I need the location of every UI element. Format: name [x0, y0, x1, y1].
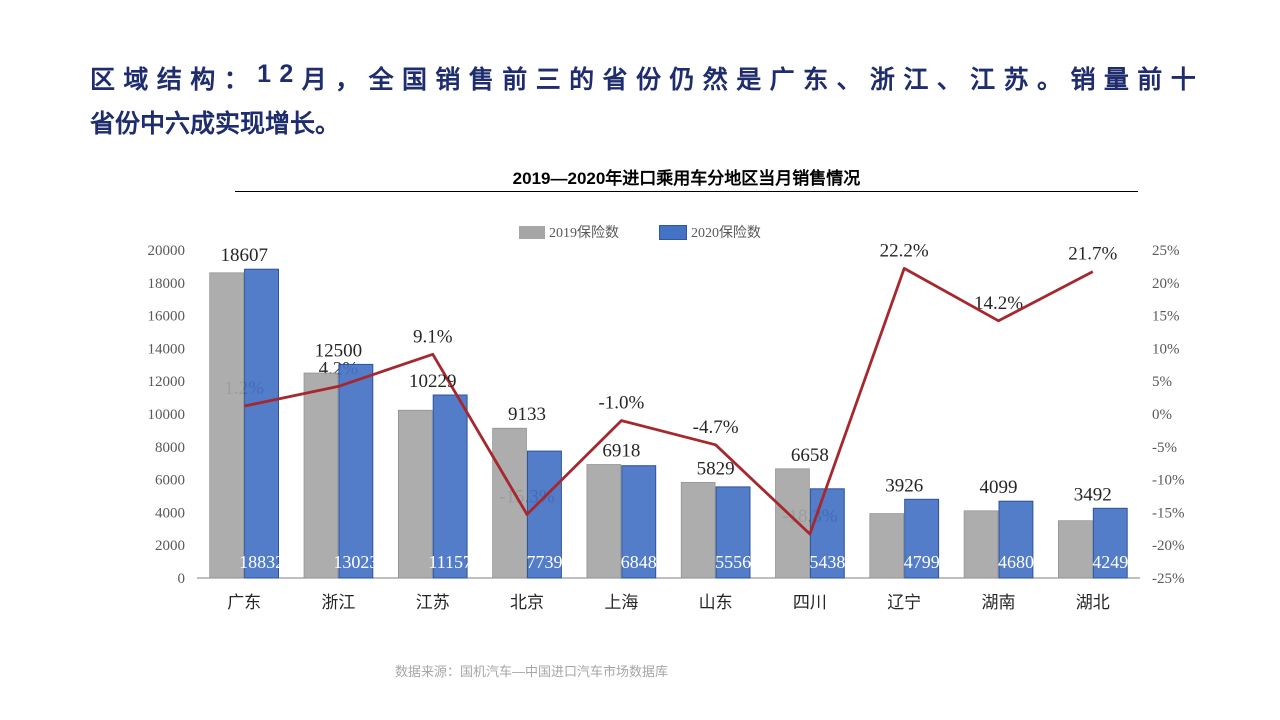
svg-text:5%: 5% — [1152, 374, 1172, 390]
svg-text:10%: 10% — [1152, 341, 1180, 357]
svg-text:9133: 9133 — [508, 404, 546, 425]
svg-text:20000: 20000 — [148, 244, 186, 259]
svg-text:18000: 18000 — [148, 276, 186, 292]
svg-text:3492: 3492 — [1074, 484, 1112, 505]
svg-text:4680: 4680 — [998, 552, 1034, 572]
svg-text:-5%: -5% — [1152, 440, 1177, 456]
svg-text:22.2%: 22.2% — [880, 244, 929, 261]
svg-text:-15%: -15% — [1152, 505, 1185, 521]
svg-text:浙江: 浙江 — [321, 593, 355, 612]
svg-text:5438: 5438 — [809, 552, 845, 572]
svg-text:18832: 18832 — [239, 552, 284, 572]
svg-text:6658: 6658 — [791, 445, 829, 466]
svg-text:16000: 16000 — [148, 309, 186, 325]
svg-text:7739: 7739 — [527, 552, 563, 572]
svg-text:4249: 4249 — [1092, 552, 1128, 572]
svg-text:6000: 6000 — [155, 473, 185, 489]
svg-text:10000: 10000 — [148, 407, 186, 423]
svg-text:13023: 13023 — [333, 552, 378, 572]
svg-text:-20%: -20% — [1152, 538, 1185, 554]
svg-text:-10%: -10% — [1152, 473, 1185, 489]
svg-text:8000: 8000 — [155, 440, 185, 456]
svg-text:18607: 18607 — [220, 245, 268, 266]
svg-text:12500: 12500 — [315, 340, 363, 361]
svg-text:5556: 5556 — [715, 552, 751, 572]
svg-text:湖南: 湖南 — [982, 593, 1016, 612]
svg-text:6918: 6918 — [602, 441, 640, 462]
svg-text:0: 0 — [178, 571, 186, 587]
svg-text:-1.0%: -1.0% — [598, 393, 644, 414]
svg-text:-4.7%: -4.7% — [693, 417, 739, 438]
svg-text:0%: 0% — [1152, 407, 1172, 423]
svg-text:9.1%: 9.1% — [413, 326, 453, 347]
svg-text:4799: 4799 — [904, 552, 940, 572]
svg-text:25%: 25% — [1152, 244, 1180, 259]
svg-text:12000: 12000 — [148, 374, 186, 390]
svg-text:上海: 上海 — [604, 593, 638, 612]
svg-text:20%: 20% — [1152, 276, 1180, 292]
svg-text:11157: 11157 — [428, 552, 472, 572]
svg-text:北京: 北京 — [510, 593, 544, 612]
svg-text:湖北: 湖北 — [1076, 593, 1110, 612]
svg-text:6848: 6848 — [621, 552, 657, 572]
svg-text:-25%: -25% — [1152, 571, 1185, 587]
svg-text:21.7%: 21.7% — [1068, 244, 1117, 265]
svg-text:2000: 2000 — [155, 538, 185, 554]
svg-text:四川: 四川 — [793, 593, 827, 612]
svg-text:14000: 14000 — [148, 341, 186, 357]
svg-text:山东: 山东 — [699, 593, 733, 612]
svg-text:10229: 10229 — [409, 371, 457, 392]
svg-text:江苏: 江苏 — [416, 593, 450, 612]
svg-text:4099: 4099 — [980, 477, 1018, 498]
svg-text:15%: 15% — [1152, 309, 1180, 325]
svg-text:辽宁: 辽宁 — [887, 593, 921, 612]
svg-text:4000: 4000 — [155, 505, 185, 521]
svg-text:广东: 广东 — [227, 593, 261, 612]
svg-text:5829: 5829 — [697, 458, 735, 479]
svg-text:3926: 3926 — [885, 475, 923, 496]
